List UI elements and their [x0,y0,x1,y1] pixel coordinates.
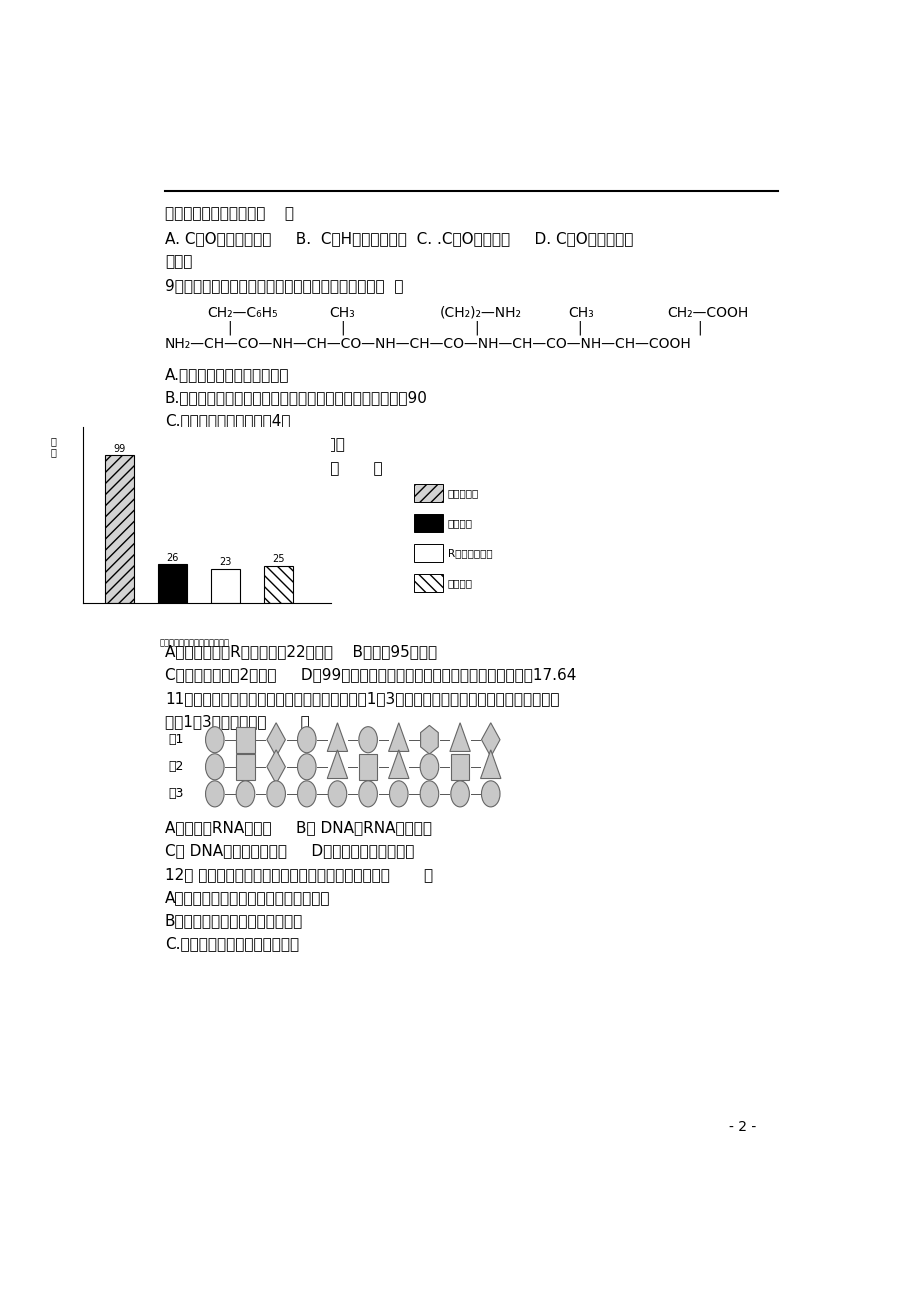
Circle shape [297,781,316,807]
Circle shape [297,727,316,753]
Polygon shape [420,725,437,754]
Bar [450,754,469,780]
Circle shape [236,781,255,807]
Text: A.该化合物的具体名称是五肽: A.该化合物的具体名称是五肽 [165,367,289,381]
Text: |: | [576,320,581,335]
Polygon shape [327,723,347,751]
Circle shape [205,781,224,807]
Text: 23: 23 [219,557,232,568]
FancyBboxPatch shape [414,574,443,592]
Text: 重最多的化合物依次是（    ）: 重最多的化合物依次是（ ） [165,207,293,221]
Text: 9、如图为某化合物分子结构式，下列说法错误的是（  ）: 9、如图为某化合物分子结构式，下列说法错误的是（ ） [165,279,403,293]
Circle shape [450,781,469,807]
Text: 则图1～3可分别表示（       ）: 则图1～3可分别表示（ ） [165,715,310,729]
Text: 图3: 图3 [168,788,184,801]
Text: CH₂—COOH: CH₂—COOH [667,306,748,319]
Polygon shape [481,723,500,756]
Circle shape [297,754,316,780]
Polygon shape [327,750,347,779]
Text: 氨基酸数目: 氨基酸数目 [448,488,479,499]
Text: 数
目: 数 目 [50,436,56,457]
Polygon shape [449,723,470,751]
Text: A．生物体内的糖类主要以单糖形式存在: A．生物体内的糖类主要以单糖形式存在 [165,891,330,905]
Text: |: | [696,320,700,335]
Text: |: | [340,320,345,335]
Polygon shape [388,723,409,751]
Polygon shape [388,750,409,779]
Text: CH₃: CH₃ [567,306,593,319]
Text: 肽基总数: 肽基总数 [448,518,472,529]
Bar [236,727,255,753]
Text: 11、生命科学常用图示表示微观物质的结构，图1～3分别表示植物细胞中常见的三种有机物，: 11、生命科学常用图示表示微观物质的结构，图1～3分别表示植物细胞中常见的三种有… [165,691,559,707]
Text: C．此蛋白质共有2条肽链     D．99个氨基酸形成此蛋白质时，共减少相对分子质量17.64: C．此蛋白质共有2条肽链 D．99个氨基酸形成此蛋白质时，共减少相对分子质量17… [165,668,575,682]
Circle shape [358,781,377,807]
Circle shape [420,754,438,780]
Bar [236,754,255,780]
Text: A．此蛋白质的R基中共含朗22个氨基    B．共有95个肽键: A．此蛋白质的R基中共含朗22个氨基 B．共有95个肽键 [165,644,437,660]
Text: |: | [227,320,232,335]
FancyBboxPatch shape [414,514,443,533]
FancyBboxPatch shape [414,544,443,562]
Text: C.．构成生物膜的脂质只有磷脂: C.．构成生物膜的脂质只有磷脂 [165,936,299,952]
Text: C． DNA、蛋白质、糖原     D．蛋白质、核酸、糖原: C． DNA、蛋白质、糖原 D．蛋白质、核酸、糖原 [165,842,414,858]
Text: 图1: 图1 [168,733,184,746]
Text: B．动物体内的储能物质只有脂肪: B．动物体内的储能物质只有脂肪 [165,913,303,928]
Polygon shape [480,750,501,779]
Bar [210,569,240,603]
Circle shape [205,754,224,780]
Text: NH₂—CH—CO—NH—CH—CO—NH—CH—CO—NH—CH—CO—NH—CH—COOH: NH₂—CH—CO—NH—CH—CO—NH—CH—CO—NH—CH—CO—NH—… [165,337,691,350]
Text: C.该化合物的水解产物有4种: C.该化合物的水解产物有4种 [165,413,290,428]
Bar [264,565,292,603]
Bar [158,564,187,603]
Text: 蛋白质: 蛋白质 [165,254,192,270]
Circle shape [389,781,408,807]
Text: (CH₂)₂—NH₂: (CH₂)₂—NH₂ [439,306,521,319]
Bar [358,754,377,780]
Text: A. C、O、水、蛋白质     B.  C、H、水、蛋白质  C. .C、O、水、水     D. C、O、蛋白质、: A. C、O、水、蛋白质 B. C、H、水、蛋白质 C. .C、O、水、水 D.… [165,232,632,246]
Circle shape [205,727,224,753]
Text: 99: 99 [114,444,126,454]
Circle shape [420,781,438,807]
Text: 某种蛋白质中相关基团和氨基酸: 某种蛋白质中相关基团和氨基酸 [159,638,230,647]
FancyBboxPatch shape [414,484,443,503]
Circle shape [358,727,377,753]
Text: - 2 -: - 2 - [728,1120,755,1134]
Circle shape [267,781,285,807]
Text: CH₃: CH₃ [329,306,354,319]
Text: 26: 26 [166,552,178,562]
Polygon shape [267,723,285,756]
Text: D.鉴定该物质常用的化学试剥是双缩脿试剖: D.鉴定该物质常用的化学试剥是双缩脿试剖 [165,436,346,450]
Text: A．多肽、RNA、淠粉     B． DNA、RNA、纤维素: A．多肽、RNA、淠粉 B． DNA、RNA、纤维素 [165,820,431,835]
Text: 氨基总数: 氨基总数 [448,578,472,589]
Text: 12、 下列有关细胞中糖类和脂质的说法，正确的是（       ）: 12、 下列有关细胞中糖类和脂质的说法，正确的是（ ） [165,867,433,881]
Polygon shape [267,750,285,784]
Circle shape [481,781,500,807]
Text: B.该化合物水解产物的分子量之和比该化合物的分子量多了90: B.该化合物水解产物的分子量之和比该化合物的分子量多了90 [165,389,427,405]
Text: 25: 25 [272,555,284,564]
Circle shape [328,781,346,807]
Text: CH₂—C₆H₅: CH₂—C₆H₅ [208,306,278,319]
Text: |: | [474,320,479,335]
Bar [105,456,134,603]
Text: 10、有关图中蛋白质的叙述，正确的是（       ）: 10、有关图中蛋白质的叙述，正确的是（ ） [165,460,382,475]
Text: 图2: 图2 [168,760,184,773]
Text: R基上肽基数目: R基上肽基数目 [448,548,492,559]
